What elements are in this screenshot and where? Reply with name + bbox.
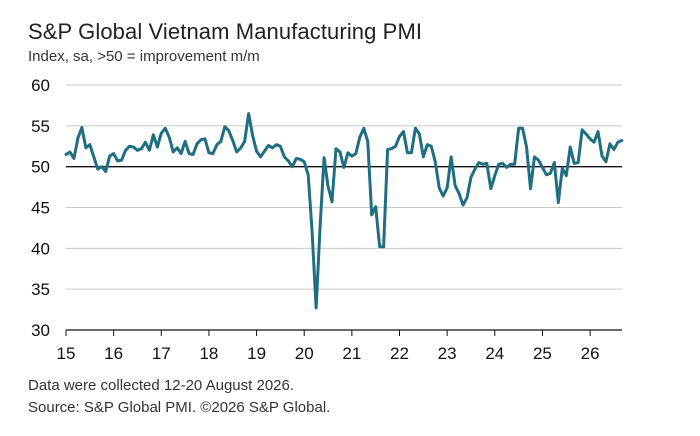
y-tick-label: 60 — [31, 76, 50, 95]
gridlines — [66, 84, 622, 331]
chart-subtitle: Index, sa, >50 = improvement m/m — [28, 48, 260, 65]
series-group — [64, 112, 624, 310]
x-tick-label: 15 — [57, 344, 76, 363]
x-tick-label: 23 — [438, 344, 457, 363]
x-tick-label: 25 — [533, 344, 552, 363]
y-tick-label: 50 — [31, 158, 50, 177]
x-tick-label: 19 — [247, 344, 266, 363]
x-axis-ticks: 15 16 17 18 19 20 21 22 23 24 25 26 — [57, 329, 622, 363]
y-tick-label: 40 — [31, 239, 50, 258]
source-note: Source: S&P Global PMI. ©2026 S&P Global… — [28, 399, 331, 416]
pmi-series-line — [64, 112, 624, 310]
x-tick-label: 24 — [485, 344, 504, 363]
pmi-line-chart: 30 35 40 45 50 55 60 15 16 17 18 19 20 21 22 23 24 25 26 — [31, 76, 624, 363]
y-tick-label: 35 — [31, 280, 50, 299]
x-tick-label: 21 — [342, 344, 361, 363]
x-tick-label: 26 — [581, 344, 600, 363]
x-tick-label: 22 — [390, 344, 409, 363]
data-collection-note: Data were collected 12-20 August 2026. — [28, 377, 295, 394]
x-tick-label: 17 — [152, 344, 171, 363]
x-tick-label: 16 — [104, 344, 123, 363]
y-tick-label: 30 — [31, 321, 50, 340]
chart-title: S&P Global Vietnam Manufacturing PMI — [28, 19, 423, 44]
y-tick-label: 55 — [31, 117, 50, 136]
y-axis-ticks: 30 35 40 45 50 55 60 — [31, 76, 50, 340]
x-tick-label: 18 — [199, 344, 218, 363]
x-tick-label: 20 — [295, 344, 314, 363]
y-tick-label: 45 — [31, 199, 50, 218]
